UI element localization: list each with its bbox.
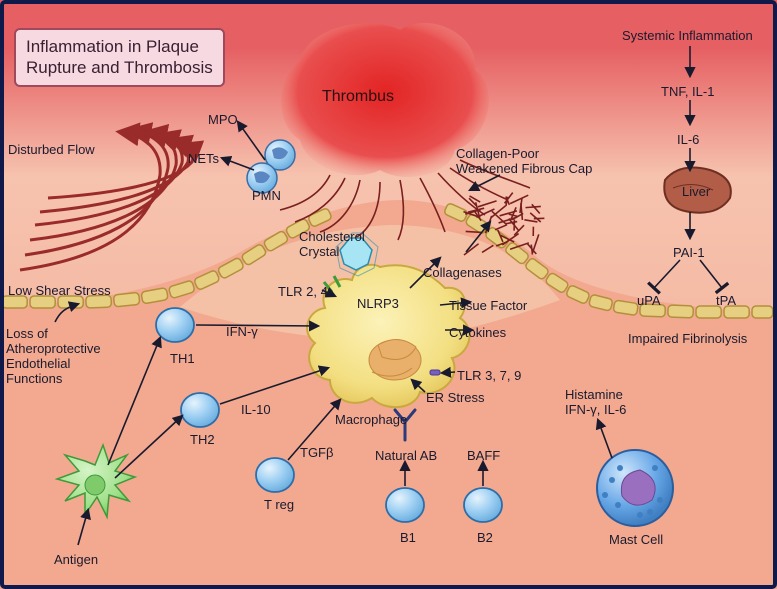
label-il10: IL-10 (241, 403, 271, 418)
label-tgfb: TGFβ (300, 446, 333, 461)
diagram-root: { "canvas":{"w":777,"h":589,"border":"#0… (0, 0, 777, 589)
label-chol: CholesterolCrystal (299, 230, 365, 260)
label-tpa: tPA (716, 294, 736, 309)
label-nlrp3: NLRP3 (357, 297, 399, 312)
label-low_shear: Low Shear Stress (8, 284, 111, 299)
label-nets: NETs (188, 152, 219, 167)
label-thrombus: Thrombus (322, 88, 394, 106)
label-tnf: TNF, IL-1 (661, 85, 714, 100)
label-il6: IL-6 (677, 133, 699, 148)
label-fibrous_cap: Collagen-PoorWeakened Fibrous Cap (456, 147, 592, 177)
label-ifng: IFN-γ (226, 325, 258, 340)
title-line1: Inflammation in Plaque (26, 37, 199, 56)
label-disturbed_flow: Disturbed Flow (8, 143, 95, 158)
label-tlr24: TLR 2, 4 (278, 285, 328, 300)
label-imp_fib: Impaired Fibrinolysis (628, 332, 747, 347)
label-treg: T reg (264, 498, 294, 513)
label-th1: TH1 (170, 352, 195, 367)
label-mast: Mast Cell (609, 533, 663, 548)
label-mpo: MPO (208, 113, 238, 128)
label-upa: uPA (637, 294, 661, 309)
mast-cell (597, 450, 673, 526)
label-b1: B1 (400, 531, 416, 546)
label-er_stress: ER Stress (426, 391, 485, 406)
label-th2: TH2 (190, 433, 215, 448)
title-line2: Rupture and Thrombosis (26, 58, 213, 77)
label-tlr379: TLR 3, 7, 9 (457, 369, 521, 384)
label-antigen: Antigen (54, 553, 98, 568)
label-histamine: HistamineIFN-γ, IL-6 (565, 388, 626, 418)
label-baff: BAFF (467, 449, 500, 464)
label-sys_inflam: Systemic Inflammation (622, 29, 753, 44)
label-pmn: PMN (252, 189, 281, 204)
label-cytokines: Cytokines (449, 326, 506, 341)
label-collagenases: Collagenases (423, 266, 502, 281)
label-nat_ab: Natural AB (375, 449, 437, 464)
label-liver: Liver (682, 185, 710, 200)
label-b2: B2 (477, 531, 493, 546)
title-box: Inflammation in Plaque Rupture and Throm… (14, 28, 225, 87)
label-macrophage: Macrophage (335, 413, 407, 428)
label-pai1: PAI-1 (673, 246, 705, 261)
label-tissue_factor: Tissue Factor (449, 299, 527, 314)
label-loss_endo: Loss ofAtheroprotectiveEndothelialFuncti… (6, 327, 101, 387)
